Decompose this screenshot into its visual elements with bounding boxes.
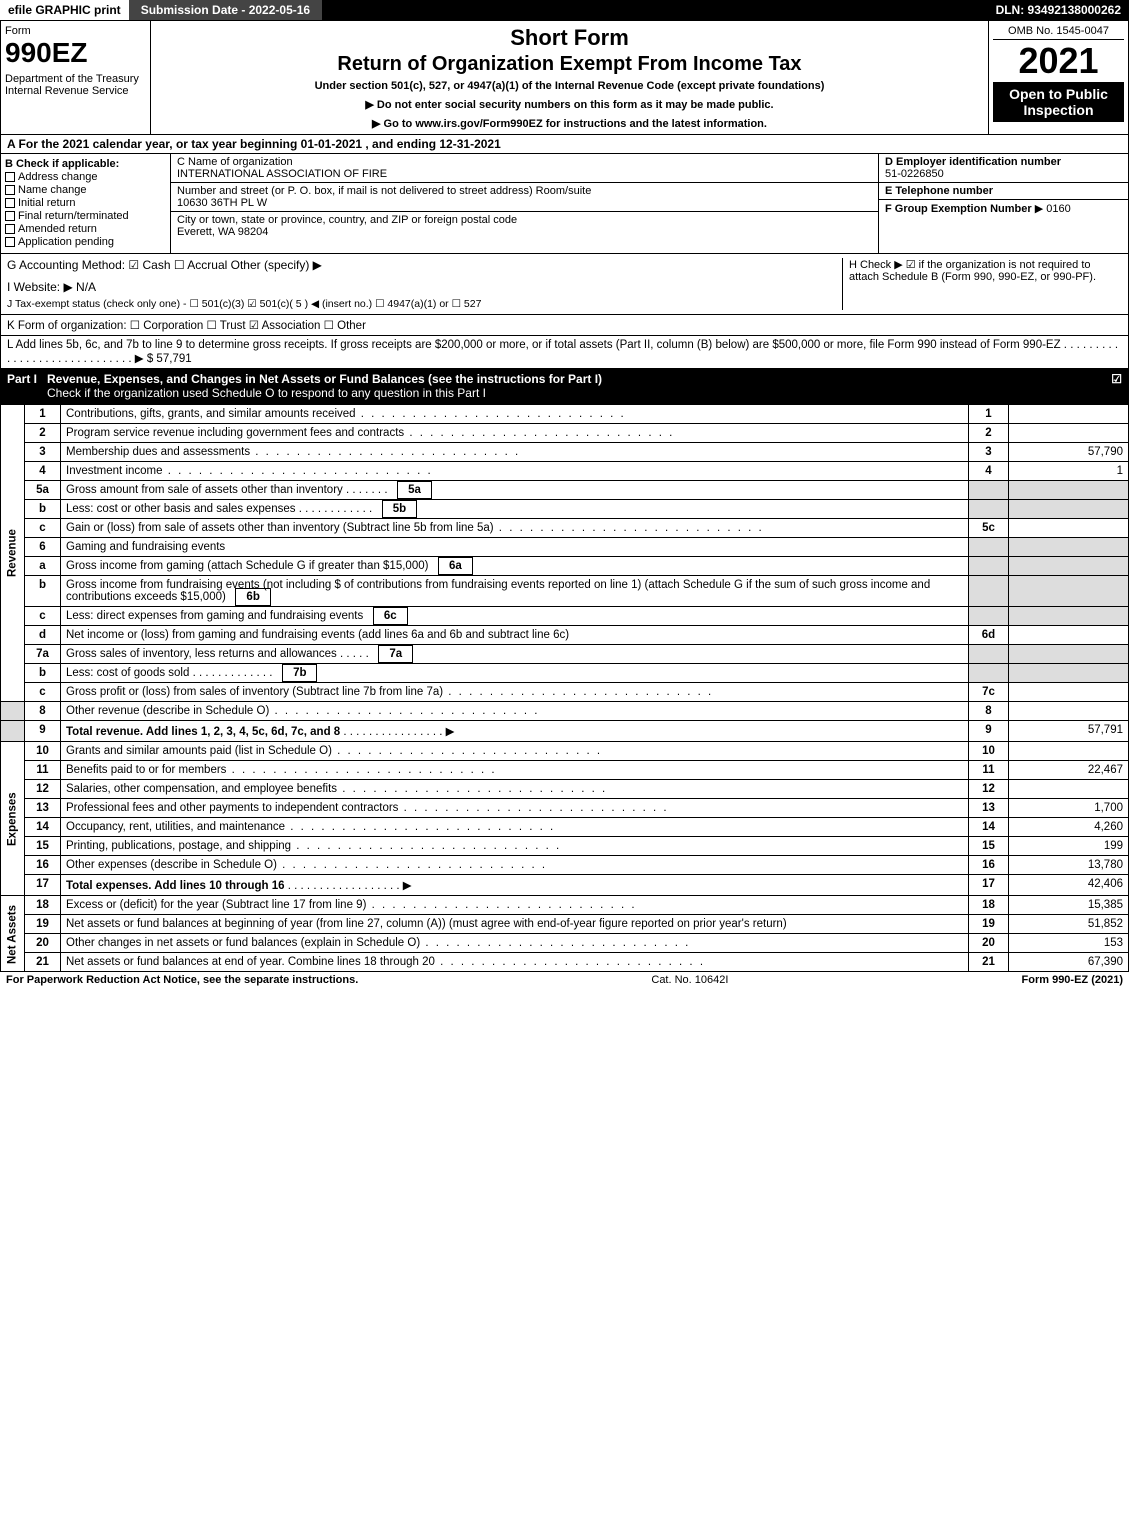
footer-right: Form 990-EZ (2021): [1022, 974, 1123, 986]
chk-final-return[interactable]: Final return/terminated: [5, 210, 166, 222]
footer-center: Cat. No. 10642I: [358, 974, 1021, 986]
part-1-sub: Check if the organization used Schedule …: [47, 386, 486, 400]
row-a-tax-year: A For the 2021 calendar year, or tax yea…: [0, 135, 1129, 154]
v-21: 67,390: [1009, 953, 1129, 972]
v-19: 51,852: [1009, 915, 1129, 934]
side-expenses: Expenses: [1, 742, 25, 896]
c-city: Everett, WA 98204: [177, 226, 268, 238]
l-gross-receipts: L Add lines 5b, 6c, and 7b to line 9 to …: [0, 336, 1129, 369]
dln: DLN: 93492138000262: [988, 0, 1129, 20]
form-label: Form: [5, 25, 146, 37]
department: Department of the Treasury Internal Reve…: [5, 73, 146, 97]
b-label: B Check if applicable:: [5, 158, 119, 170]
i-website: I Website: ▶ N/A: [7, 280, 842, 294]
v-16: 13,780: [1009, 856, 1129, 875]
v-18: 15,385: [1009, 896, 1129, 915]
c-street-label: Number and street (or P. O. box, if mail…: [177, 185, 591, 197]
tax-year: 2021: [993, 40, 1124, 82]
c-city-label: City or town, state or province, country…: [177, 214, 517, 226]
v-1: [1009, 405, 1129, 424]
part-1-title: Revenue, Expenses, and Changes in Net As…: [47, 372, 602, 386]
g-accounting: G Accounting Method: ☑ Cash ☐ Accrual Ot…: [7, 258, 842, 272]
row-g-h: G Accounting Method: ☑ Cash ☐ Accrual Ot…: [0, 254, 1129, 315]
chk-amended-return[interactable]: Amended return: [5, 223, 166, 235]
title-short-form: Short Form: [155, 25, 984, 51]
k-form-org: K Form of organization: ☐ Corporation ☐ …: [0, 315, 1129, 336]
chk-initial-return[interactable]: Initial return: [5, 197, 166, 209]
v-4: 1: [1009, 462, 1129, 481]
lines-table: Revenue 1Contributions, gifts, grants, a…: [0, 404, 1129, 972]
col-d-ein: D Employer identification number51-02268…: [878, 154, 1128, 253]
footer: For Paperwork Reduction Act Notice, see …: [0, 972, 1129, 988]
subtitle: Under section 501(c), 527, or 4947(a)(1)…: [155, 80, 984, 92]
f-value: ▶ 0160: [1035, 203, 1071, 215]
submission-date: Submission Date - 2022-05-16: [129, 0, 322, 20]
v-13: 1,700: [1009, 799, 1129, 818]
open-inspection: Open to Public Inspection: [993, 82, 1124, 122]
part-1-label: Part I: [7, 372, 47, 400]
v-17: 42,406: [1009, 875, 1129, 896]
note-goto: ▶ Go to www.irs.gov/Form990EZ for instru…: [155, 117, 984, 130]
footer-left: For Paperwork Reduction Act Notice, see …: [6, 974, 358, 986]
efile-label: efile GRAPHIC print: [0, 0, 129, 20]
chk-address-change[interactable]: Address change: [5, 171, 166, 183]
chk-application-pending[interactable]: Application pending: [5, 236, 166, 248]
v-9: 57,791: [1009, 721, 1129, 742]
e-label: E Telephone number: [885, 185, 993, 197]
v-15: 199: [1009, 837, 1129, 856]
v-3: 57,790: [1009, 443, 1129, 462]
part-1-check: ☑: [1102, 372, 1122, 400]
d-value: 51-0226850: [885, 168, 944, 180]
part-1-header: Part I Revenue, Expenses, and Changes in…: [0, 369, 1129, 404]
top-bar: efile GRAPHIC print Submission Date - 20…: [0, 0, 1129, 20]
d-label: D Employer identification number: [885, 156, 1061, 168]
side-revenue: Revenue: [1, 405, 25, 702]
form-number: 990EZ: [5, 37, 146, 69]
v-20: 153: [1009, 934, 1129, 953]
j-tax-exempt: J Tax-exempt status (check only one) - ☐…: [7, 298, 842, 310]
title-return: Return of Organization Exempt From Incom…: [155, 53, 984, 76]
note-ssn: ▶ Do not enter social security numbers o…: [155, 98, 984, 111]
form-header: Form 990EZ Department of the Treasury In…: [0, 20, 1129, 135]
section-bc: B Check if applicable: Address change Na…: [0, 154, 1129, 254]
v-14: 4,260: [1009, 818, 1129, 837]
h-schedule-b: H Check ▶ ☑ if the organization is not r…: [842, 258, 1122, 310]
c-street: 10630 36TH PL W: [177, 197, 267, 209]
c-name: INTERNATIONAL ASSOCIATION OF FIRE: [177, 168, 387, 180]
ln-1: 1: [25, 405, 61, 424]
f-label: F Group Exemption Number: [885, 203, 1032, 215]
side-netassets: Net Assets: [1, 896, 25, 972]
v-11: 22,467: [1009, 761, 1129, 780]
c-name-label: C Name of organization: [177, 156, 293, 168]
chk-name-change[interactable]: Name change: [5, 184, 166, 196]
omb-number: OMB No. 1545-0047: [993, 25, 1124, 40]
col-c-org-info: C Name of organizationINTERNATIONAL ASSO…: [171, 154, 878, 253]
d-1: Contributions, gifts, grants, and simila…: [61, 405, 969, 424]
col-b-checkboxes: B Check if applicable: Address change Na…: [1, 154, 171, 253]
